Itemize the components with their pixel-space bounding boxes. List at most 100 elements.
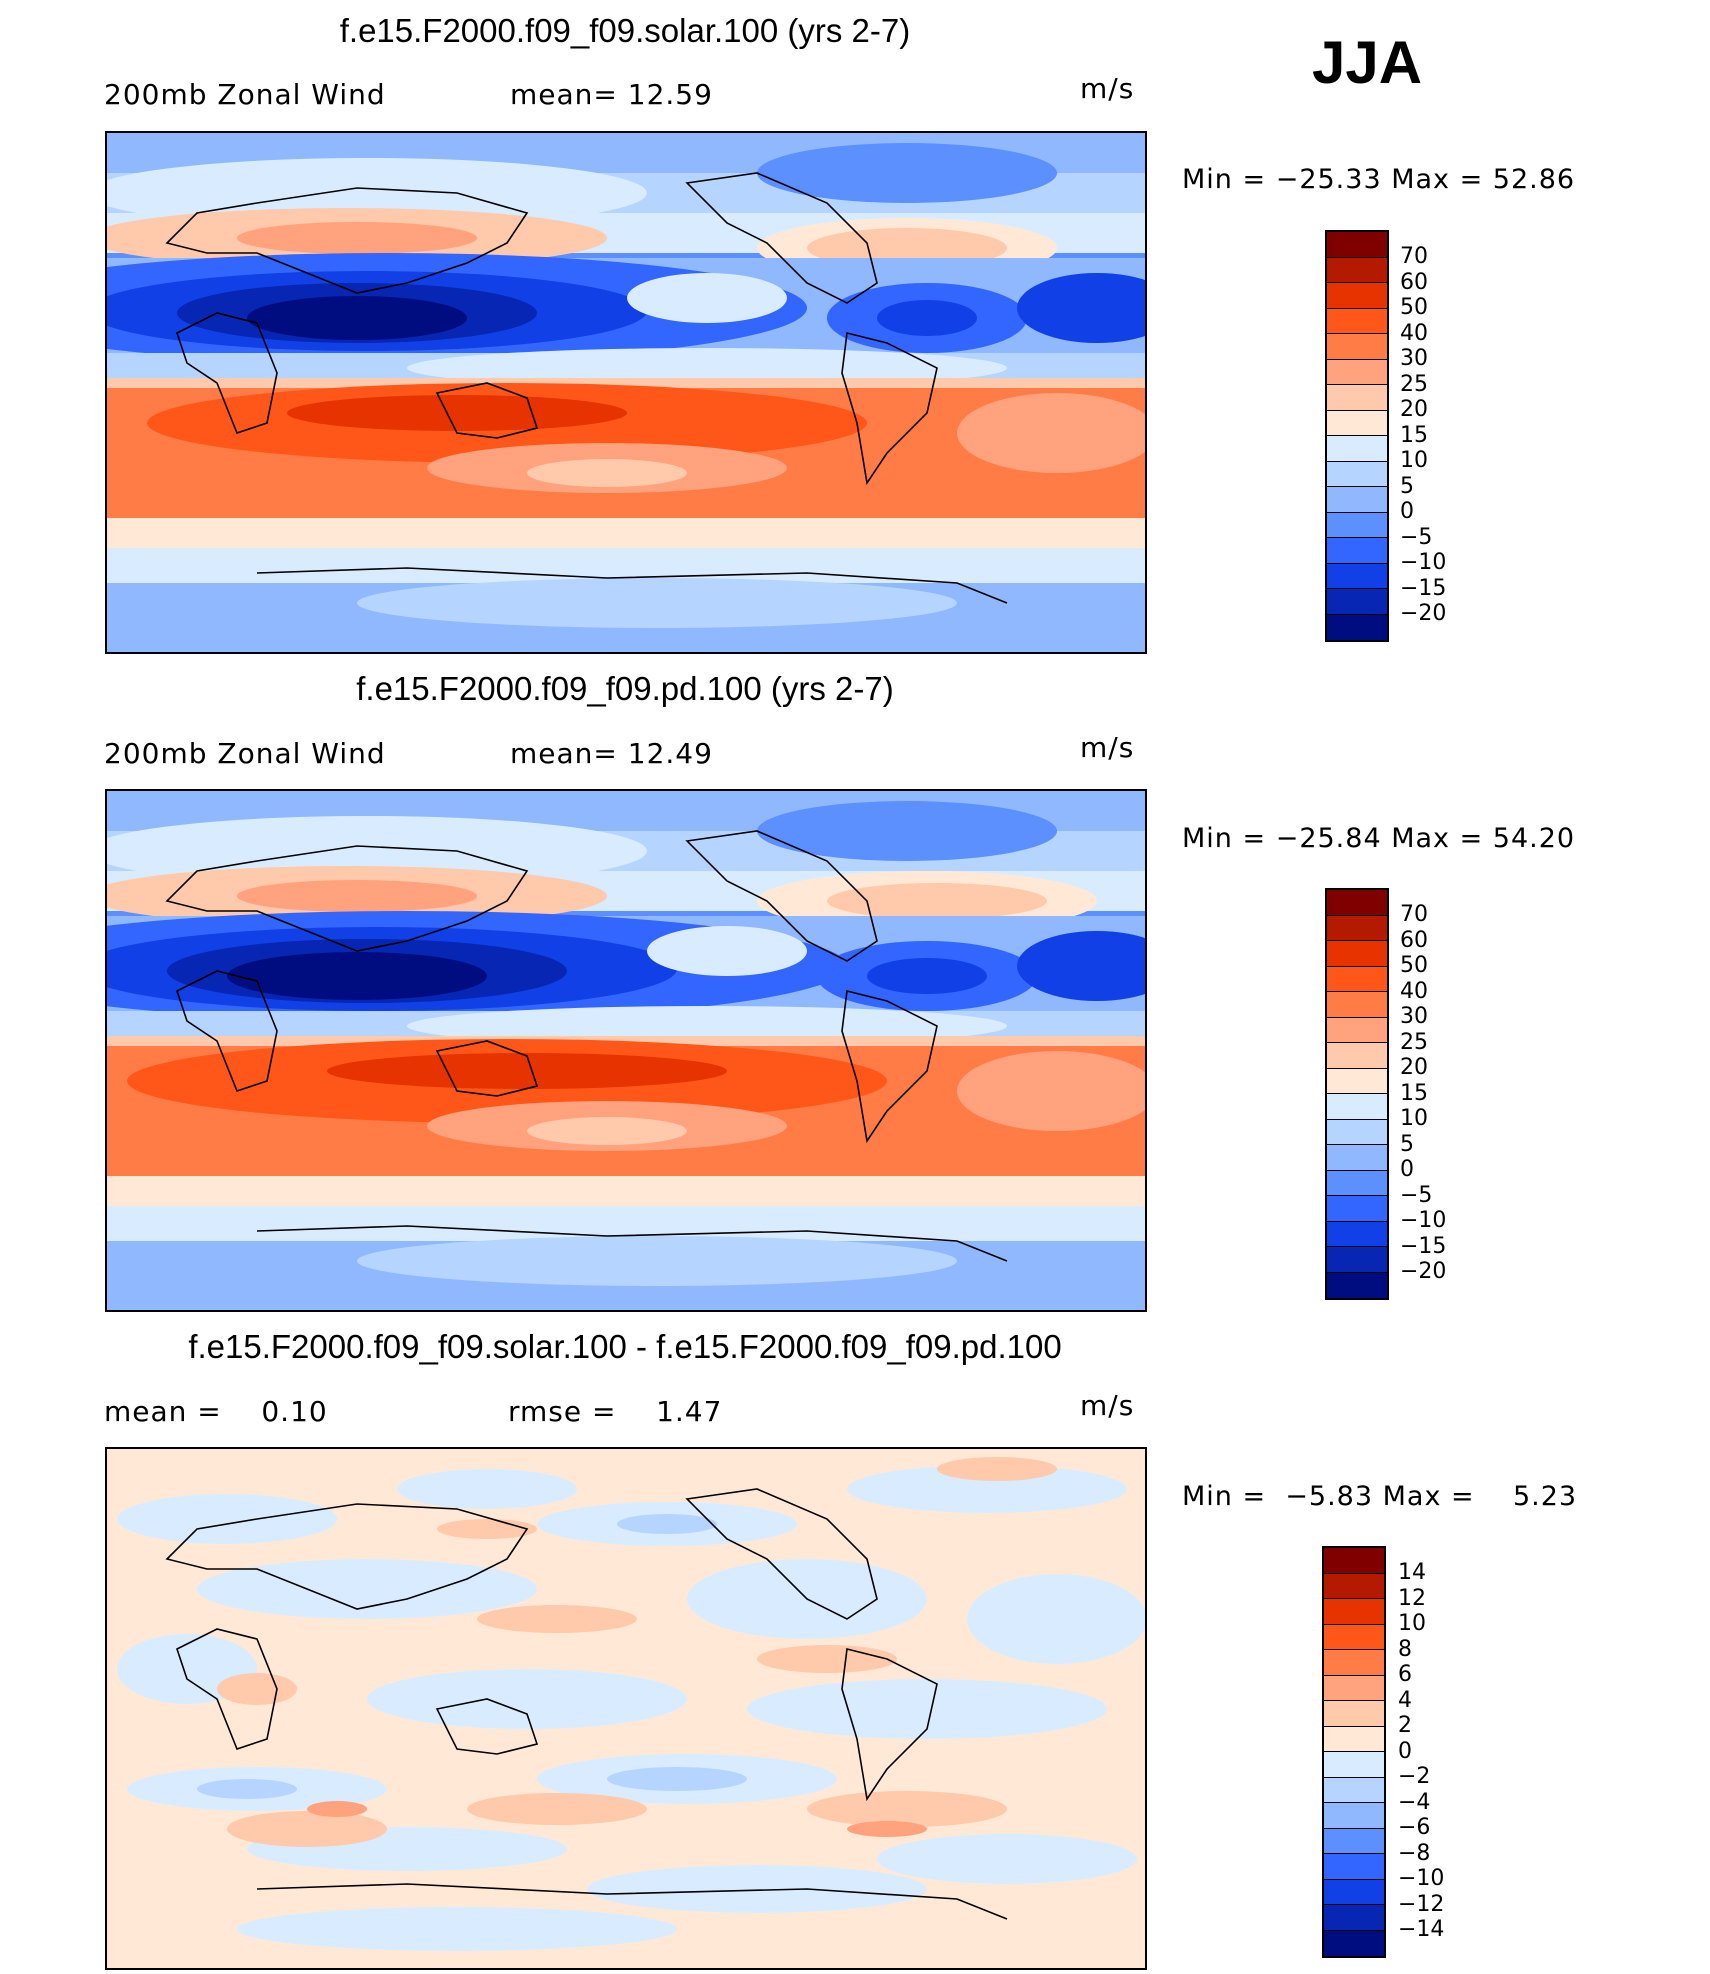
panel-3-cb-label: 0 (1398, 1739, 1412, 1764)
panel-2-cb-label: 15 (1400, 1081, 1428, 1106)
panel-3-rmse-label: rmse = 1.47 (508, 1395, 723, 1428)
colorbar-swatch (1324, 1599, 1384, 1625)
panel-1-cb-label: 10 (1400, 448, 1428, 473)
colorbar-swatch (1327, 1017, 1387, 1043)
panel-3-cb-label: −2 (1398, 1764, 1431, 1789)
panel-1-cb-label: −10 (1400, 550, 1447, 575)
colorbar-swatch (1327, 1068, 1387, 1094)
panel-2-cb-label: −20 (1400, 1259, 1447, 1284)
colorbar-swatch (1327, 966, 1387, 992)
panel-3-minmax: Min = −5.83 Max = 5.23 (1182, 1481, 1578, 1512)
colorbar-swatch (1327, 334, 1387, 360)
panel-2-map (105, 789, 1147, 1312)
panel-3-units: m/s (1080, 1389, 1135, 1422)
colorbar-swatch (1327, 1043, 1387, 1069)
colorbar-swatch (1324, 1854, 1384, 1880)
panel-2-minmax: Min = −25.84 Max = 54.20 (1182, 823, 1576, 854)
colorbar-swatch (1327, 1094, 1387, 1120)
panel-2-cb-label: 50 (1400, 953, 1428, 978)
colorbar-swatch (1324, 1701, 1384, 1727)
panel-1-cb-label: 50 (1400, 295, 1428, 320)
panel-3-cb-label: 12 (1398, 1586, 1426, 1611)
panel-2-cb-label: 20 (1400, 1055, 1428, 1080)
panel-3-colorbar (1322, 1546, 1386, 1958)
colorbar-swatch (1324, 1905, 1384, 1931)
panel-2-mean-label: mean= 12.49 (510, 737, 713, 770)
colorbar-swatch (1327, 283, 1387, 309)
colorbar-swatch (1327, 1196, 1387, 1222)
colorbar-swatch (1324, 1548, 1384, 1574)
panel-1-units: m/s (1080, 72, 1135, 105)
panel-1-cb-label: 70 (1400, 244, 1428, 269)
panel-3-cb-label: 6 (1398, 1662, 1412, 1687)
panel-3-cb-label: 10 (1398, 1611, 1426, 1636)
panel-3-cb-label: −10 (1398, 1866, 1445, 1891)
panel-3-cb-label: −12 (1398, 1892, 1445, 1917)
panel-3-cb-label: −14 (1398, 1917, 1445, 1942)
panel-1-colorbar (1325, 230, 1389, 642)
colorbar-swatch (1327, 1170, 1387, 1196)
colorbar-swatch (1327, 1119, 1387, 1145)
panel-2-colorbar (1325, 888, 1389, 1300)
panel-3-cb-label: 14 (1398, 1560, 1426, 1585)
panel-2-cb-label: 40 (1400, 979, 1428, 1004)
panel-1-mean-label: mean= 12.59 (510, 78, 713, 111)
panel-2-cb-label: −5 (1400, 1183, 1433, 1208)
panel-2-cb-label: 5 (1400, 1132, 1414, 1157)
panel-2-cb-label: 0 (1400, 1157, 1414, 1182)
colorbar-swatch (1324, 1726, 1384, 1752)
panel-2-cb-label: 30 (1400, 1004, 1428, 1029)
panel-1-cb-label: −20 (1400, 601, 1447, 626)
colorbar-swatch (1324, 1828, 1384, 1854)
panel-3-cb-label: 8 (1398, 1637, 1412, 1662)
panel-1-cb-label: 20 (1400, 397, 1428, 422)
colorbar-swatch (1324, 1650, 1384, 1676)
colorbar-swatch (1324, 1675, 1384, 1701)
colorbar-swatch (1327, 359, 1387, 385)
colorbar-swatch (1327, 941, 1387, 967)
panel-3-map (105, 1447, 1147, 1970)
colorbar-swatch (1327, 487, 1387, 513)
colorbar-swatch (1327, 614, 1387, 640)
panel-2-cb-label: −15 (1400, 1234, 1447, 1259)
panel-1-cb-label: −15 (1400, 576, 1447, 601)
panel-2-colorbar-labels: 70 60 50 40 30 25 20 15 10 5 0 −5 −10 −1… (1400, 888, 1480, 1296)
panel-3-mean-label: mean = 0.10 (104, 1395, 328, 1428)
colorbar-swatch (1327, 589, 1387, 615)
panel-1-cb-label: 30 (1400, 346, 1428, 371)
panel-3-colorbar-labels: 14 12 10 8 6 4 2 0 −2 −4 −6 −8 −10 −12 −… (1398, 1546, 1478, 1954)
colorbar-swatch (1327, 992, 1387, 1018)
colorbar-swatch (1327, 410, 1387, 436)
panel-2-cb-label: 70 (1400, 902, 1428, 927)
colorbar-swatch (1327, 1221, 1387, 1247)
colorbar-swatch (1327, 436, 1387, 462)
colorbar-swatch (1327, 257, 1387, 283)
colorbar-swatch (1327, 890, 1387, 916)
panel-2-cb-label: 10 (1400, 1106, 1428, 1131)
colorbar-swatch (1327, 385, 1387, 411)
colorbar-swatch (1327, 232, 1387, 258)
colorbar-swatch (1324, 1803, 1384, 1829)
panel-2-units: m/s (1080, 731, 1135, 764)
panel-2-cb-label: 25 (1400, 1030, 1428, 1055)
colorbar-swatch (1327, 461, 1387, 487)
panel-3-cb-label: 2 (1398, 1713, 1412, 1738)
panel-1-cb-label: 0 (1400, 499, 1414, 524)
panel-1-cb-label: 40 (1400, 321, 1428, 346)
panel-2-variable-label: 200mb Zonal Wind (104, 737, 386, 770)
panel-1-cb-label: 15 (1400, 423, 1428, 448)
season-label: JJA (1312, 29, 1423, 96)
colorbar-swatch (1327, 512, 1387, 538)
panel-1-colorbar-labels: 70 60 50 40 30 25 20 15 10 5 0 −5 −10 −1… (1400, 230, 1480, 638)
panel-1-map (105, 131, 1147, 654)
panel-2-title: f.e15.F2000.f09_f09.pd.100 (yrs 2-7) (356, 670, 894, 707)
colorbar-swatch (1327, 1272, 1387, 1298)
panel-1-cb-label: −5 (1400, 525, 1433, 550)
colorbar-swatch (1327, 538, 1387, 564)
panel-1-contour-field (107, 133, 1145, 652)
panel-1-title: f.e15.F2000.f09_f09.solar.100 (yrs 2-7) (339, 12, 911, 49)
colorbar-swatch (1327, 1145, 1387, 1171)
panel-2-cb-label: −10 (1400, 1208, 1447, 1233)
colorbar-swatch (1327, 1247, 1387, 1273)
panel-2-cb-label: 60 (1400, 928, 1428, 953)
